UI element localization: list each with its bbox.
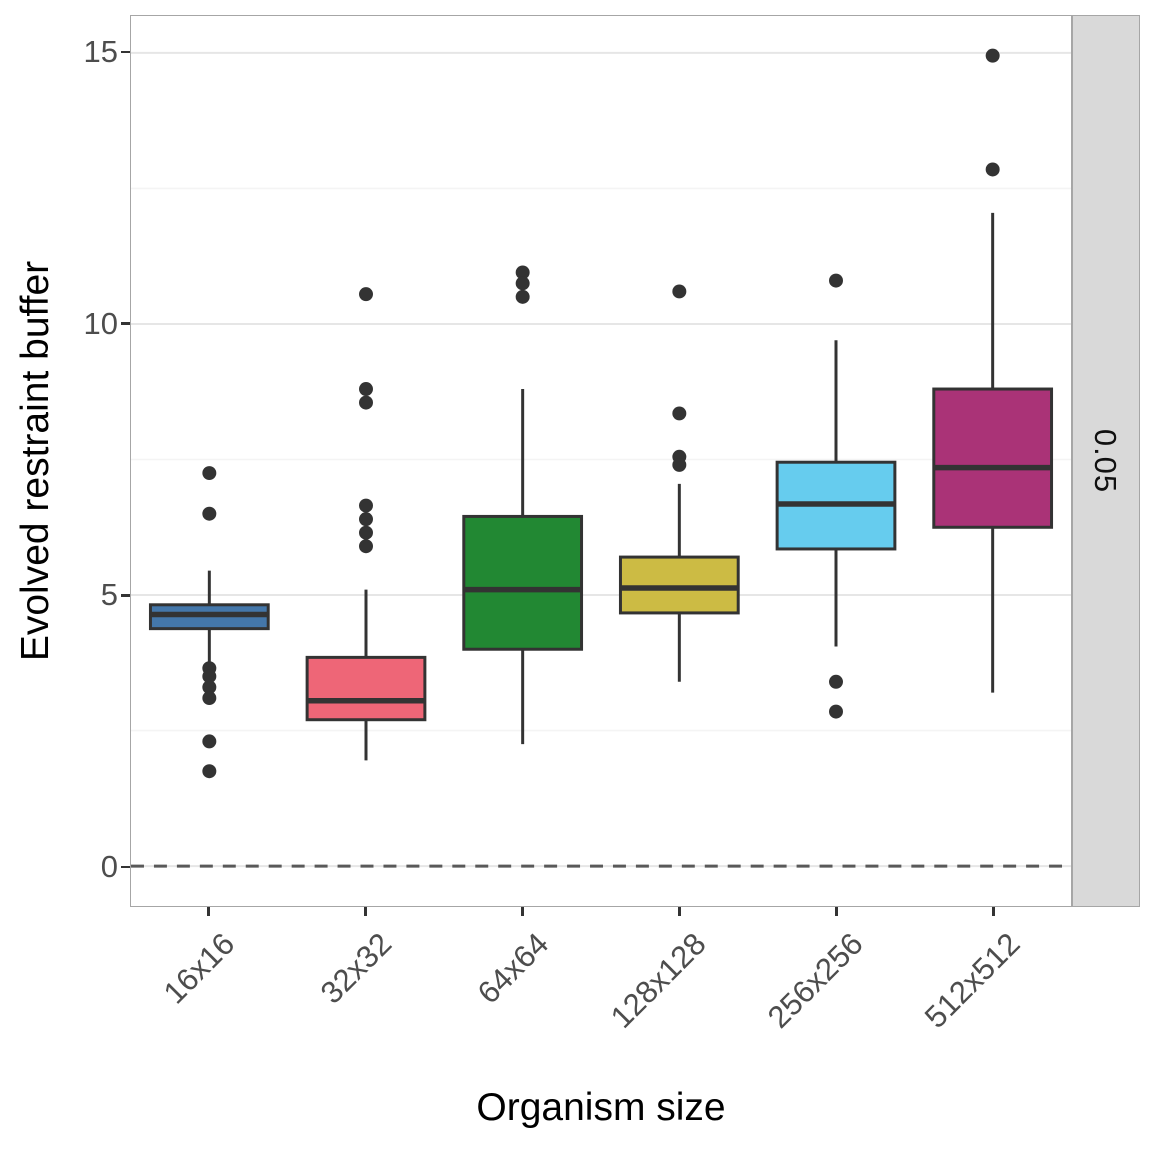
- x-tick-label-64x64: 64x64: [470, 926, 556, 1011]
- outlier-point: [359, 512, 373, 527]
- outlier-point: [829, 674, 843, 689]
- y-tick-mark: [121, 594, 130, 597]
- outlier-point: [672, 284, 687, 299]
- x-axis-title: Organism size: [476, 1086, 726, 1129]
- plot-area-svg: [131, 48, 1071, 868]
- outlier-point: [202, 466, 217, 481]
- x-tick-label-256x256: 256x256: [760, 926, 870, 1035]
- x-tick-mark: [835, 907, 838, 916]
- outlier-point: [985, 162, 1000, 177]
- outlier-point: [515, 265, 530, 280]
- outlier-point: [202, 669, 217, 684]
- boxplot-256x256: [775, 273, 897, 719]
- y-axis-title: Evolved restraint buffer: [14, 260, 57, 662]
- outlier-point: [202, 680, 217, 695]
- outlier-point: [202, 691, 217, 706]
- outlier-point: [359, 539, 373, 554]
- outlier-point: [829, 704, 843, 719]
- boxplot-512x512: [932, 48, 1054, 693]
- outlier-point: [359, 498, 373, 513]
- iqr-box: [462, 514, 584, 651]
- outlier-point: [202, 764, 217, 779]
- plot-panel: [130, 15, 1072, 907]
- outlier-point: [359, 287, 373, 302]
- x-tick-mark: [678, 907, 681, 916]
- x-tick-label-32x32: 32x32: [313, 926, 399, 1011]
- x-tick-mark: [521, 907, 524, 916]
- x-tick-mark: [364, 907, 367, 916]
- y-tick-mark: [121, 50, 130, 54]
- outlier-point: [359, 395, 373, 410]
- outlier-point: [985, 48, 1000, 63]
- outlier-point: [202, 734, 217, 749]
- outlier-point: [359, 525, 373, 540]
- iqr-box: [305, 655, 427, 722]
- x-tick-mark: [992, 907, 995, 916]
- iqr-box: [618, 555, 740, 615]
- outlier-point: [672, 406, 687, 421]
- y-tick-mark: [121, 322, 130, 325]
- y-tick-label: 15: [83, 34, 118, 69]
- x-tick-label-16x16: 16x16: [156, 926, 242, 1011]
- boxplot-16x16: [148, 466, 270, 779]
- outlier-point: [359, 382, 373, 397]
- x-tick-mark: [207, 907, 210, 916]
- boxplot-64x64: [462, 265, 584, 745]
- y-tick-label: 0: [100, 849, 118, 884]
- outlier-point: [672, 457, 687, 472]
- y-tick-mark: [121, 865, 130, 869]
- outlier-point: [202, 506, 217, 521]
- boxplot-128x128: [618, 284, 740, 682]
- outlier-point: [515, 276, 530, 291]
- y-tick-label: 10: [83, 305, 118, 341]
- x-tick-label-512x512: 512x512: [917, 926, 1027, 1035]
- iqr-box: [932, 387, 1054, 529]
- facet-strip-label: 0.05: [1088, 428, 1124, 494]
- x-tick-label-128x128: 128x128: [603, 926, 713, 1035]
- outlier-point: [829, 273, 843, 288]
- y-tick-label: 5: [100, 577, 118, 613]
- boxplot-32x32: [305, 287, 427, 761]
- outlier-point: [515, 289, 530, 304]
- facet-strip: 0.05: [1071, 15, 1140, 907]
